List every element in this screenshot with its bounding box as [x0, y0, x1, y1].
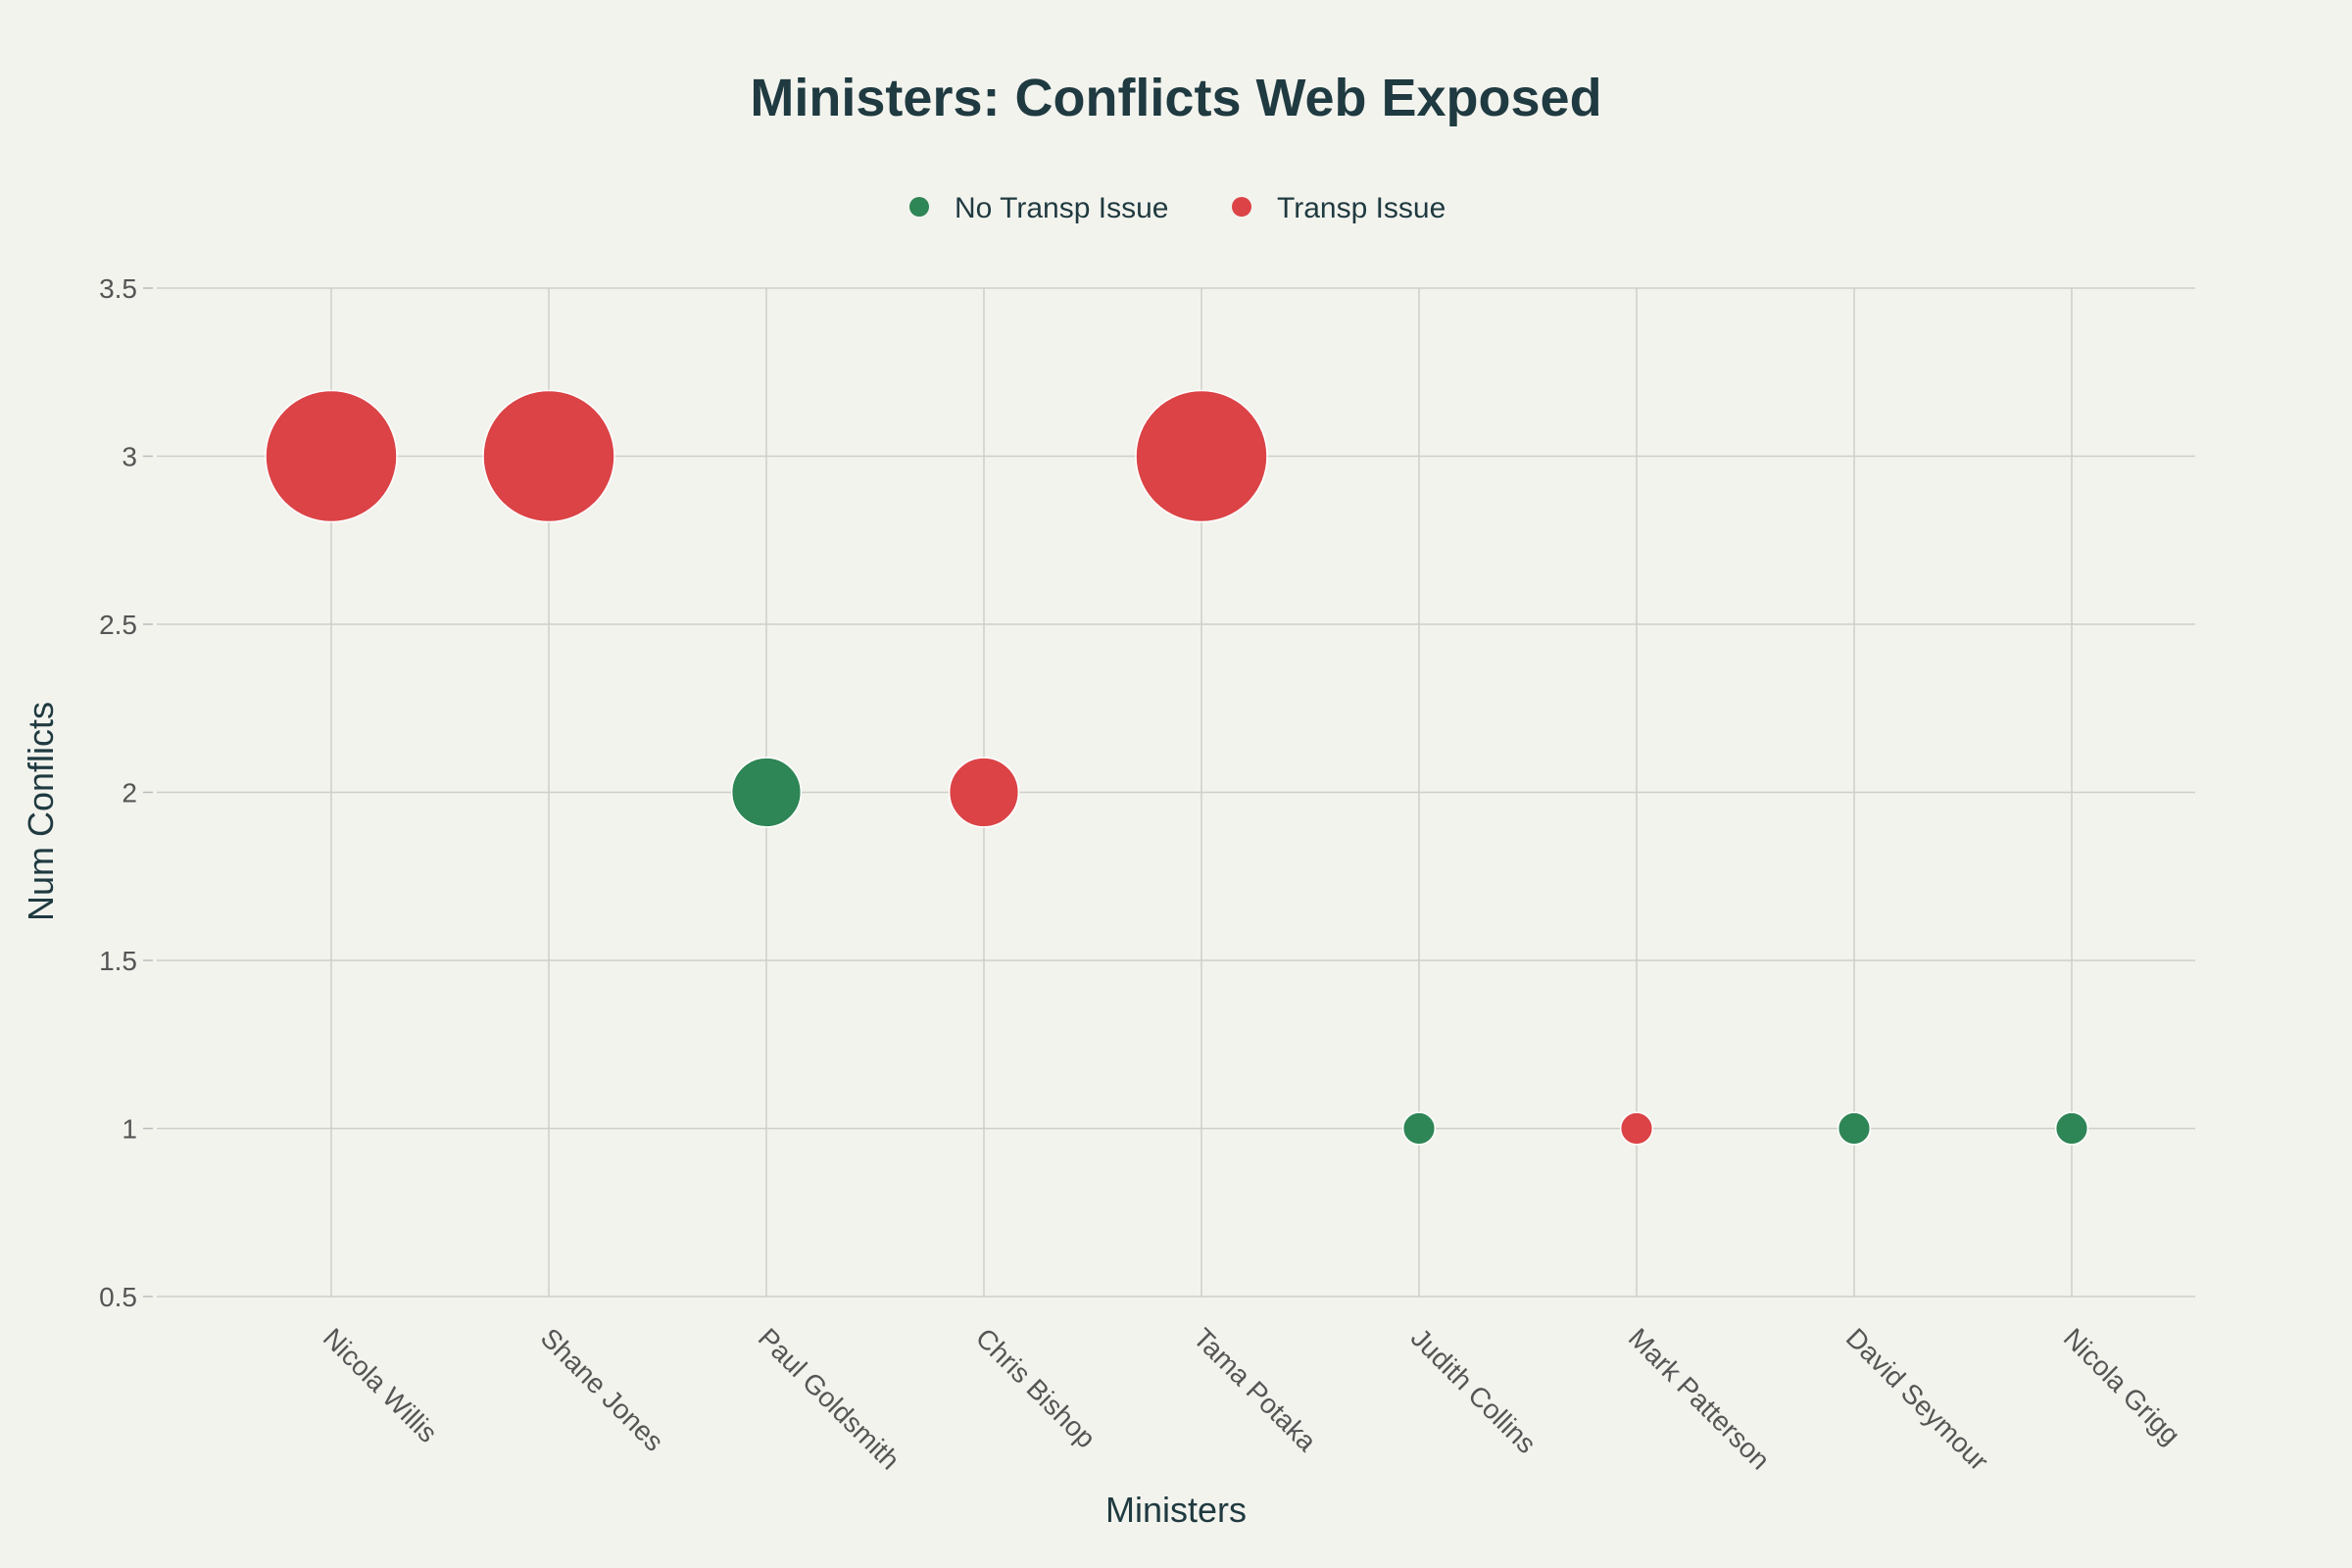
data-point: [730, 757, 803, 828]
y-tick-label: 3.5: [99, 273, 137, 304]
x-tick-label: Shane Jones: [535, 1322, 670, 1457]
y-tick-label: 3: [122, 442, 137, 472]
x-tick-label: Nicola Willis: [318, 1322, 444, 1448]
legend-marker: [1232, 197, 1251, 217]
chart-title: Ministers: Conflicts Web Exposed: [750, 69, 1601, 127]
data-point: [1837, 1111, 1872, 1146]
y-tick-label: 1: [122, 1114, 137, 1145]
legend-label: No Transp Issue: [955, 192, 1168, 224]
data-points: [265, 389, 2089, 1146]
x-tick-label: Chris Bishop: [970, 1322, 1102, 1453]
x-axis-label: Ministers: [1105, 1490, 1247, 1530]
data-point: [1619, 1111, 1654, 1146]
data-point: [482, 389, 615, 523]
x-tick-label: Nicola Grigg: [2058, 1322, 2186, 1450]
y-tick-label: 0.5: [99, 1282, 137, 1312]
x-tick-label: Tama Potaka: [1188, 1322, 1323, 1457]
y-tick-label: 2.5: [99, 610, 137, 640]
x-tick-label: David Seymour: [1840, 1322, 1994, 1476]
legend-marker: [909, 197, 929, 217]
data-point: [1135, 389, 1268, 523]
data-point: [1401, 1111, 1437, 1146]
x-tick-label: Judith Collins: [1405, 1322, 1543, 1459]
x-tick-label: Paul Goldsmith: [753, 1322, 906, 1475]
data-point: [2054, 1111, 2089, 1146]
x-tick-label: Mark Patterson: [1623, 1322, 1776, 1475]
y-axis-label: Num Conflicts: [21, 702, 61, 921]
y-tick-label: 1.5: [99, 946, 137, 976]
y-tick-label: 2: [122, 778, 137, 808]
y-axis-ticks: 0.5 1 1.5 2 2.5 3 3.5: [99, 273, 153, 1312]
legend: No Transp Issue Transp Issue: [909, 192, 1446, 224]
x-axis-ticks: Nicola Willis Shane Jones Paul Goldsmith Ch…: [318, 1322, 2186, 1476]
data-point: [265, 389, 398, 523]
legend-label: Transp Issue: [1277, 192, 1446, 224]
data-point: [948, 757, 1020, 828]
